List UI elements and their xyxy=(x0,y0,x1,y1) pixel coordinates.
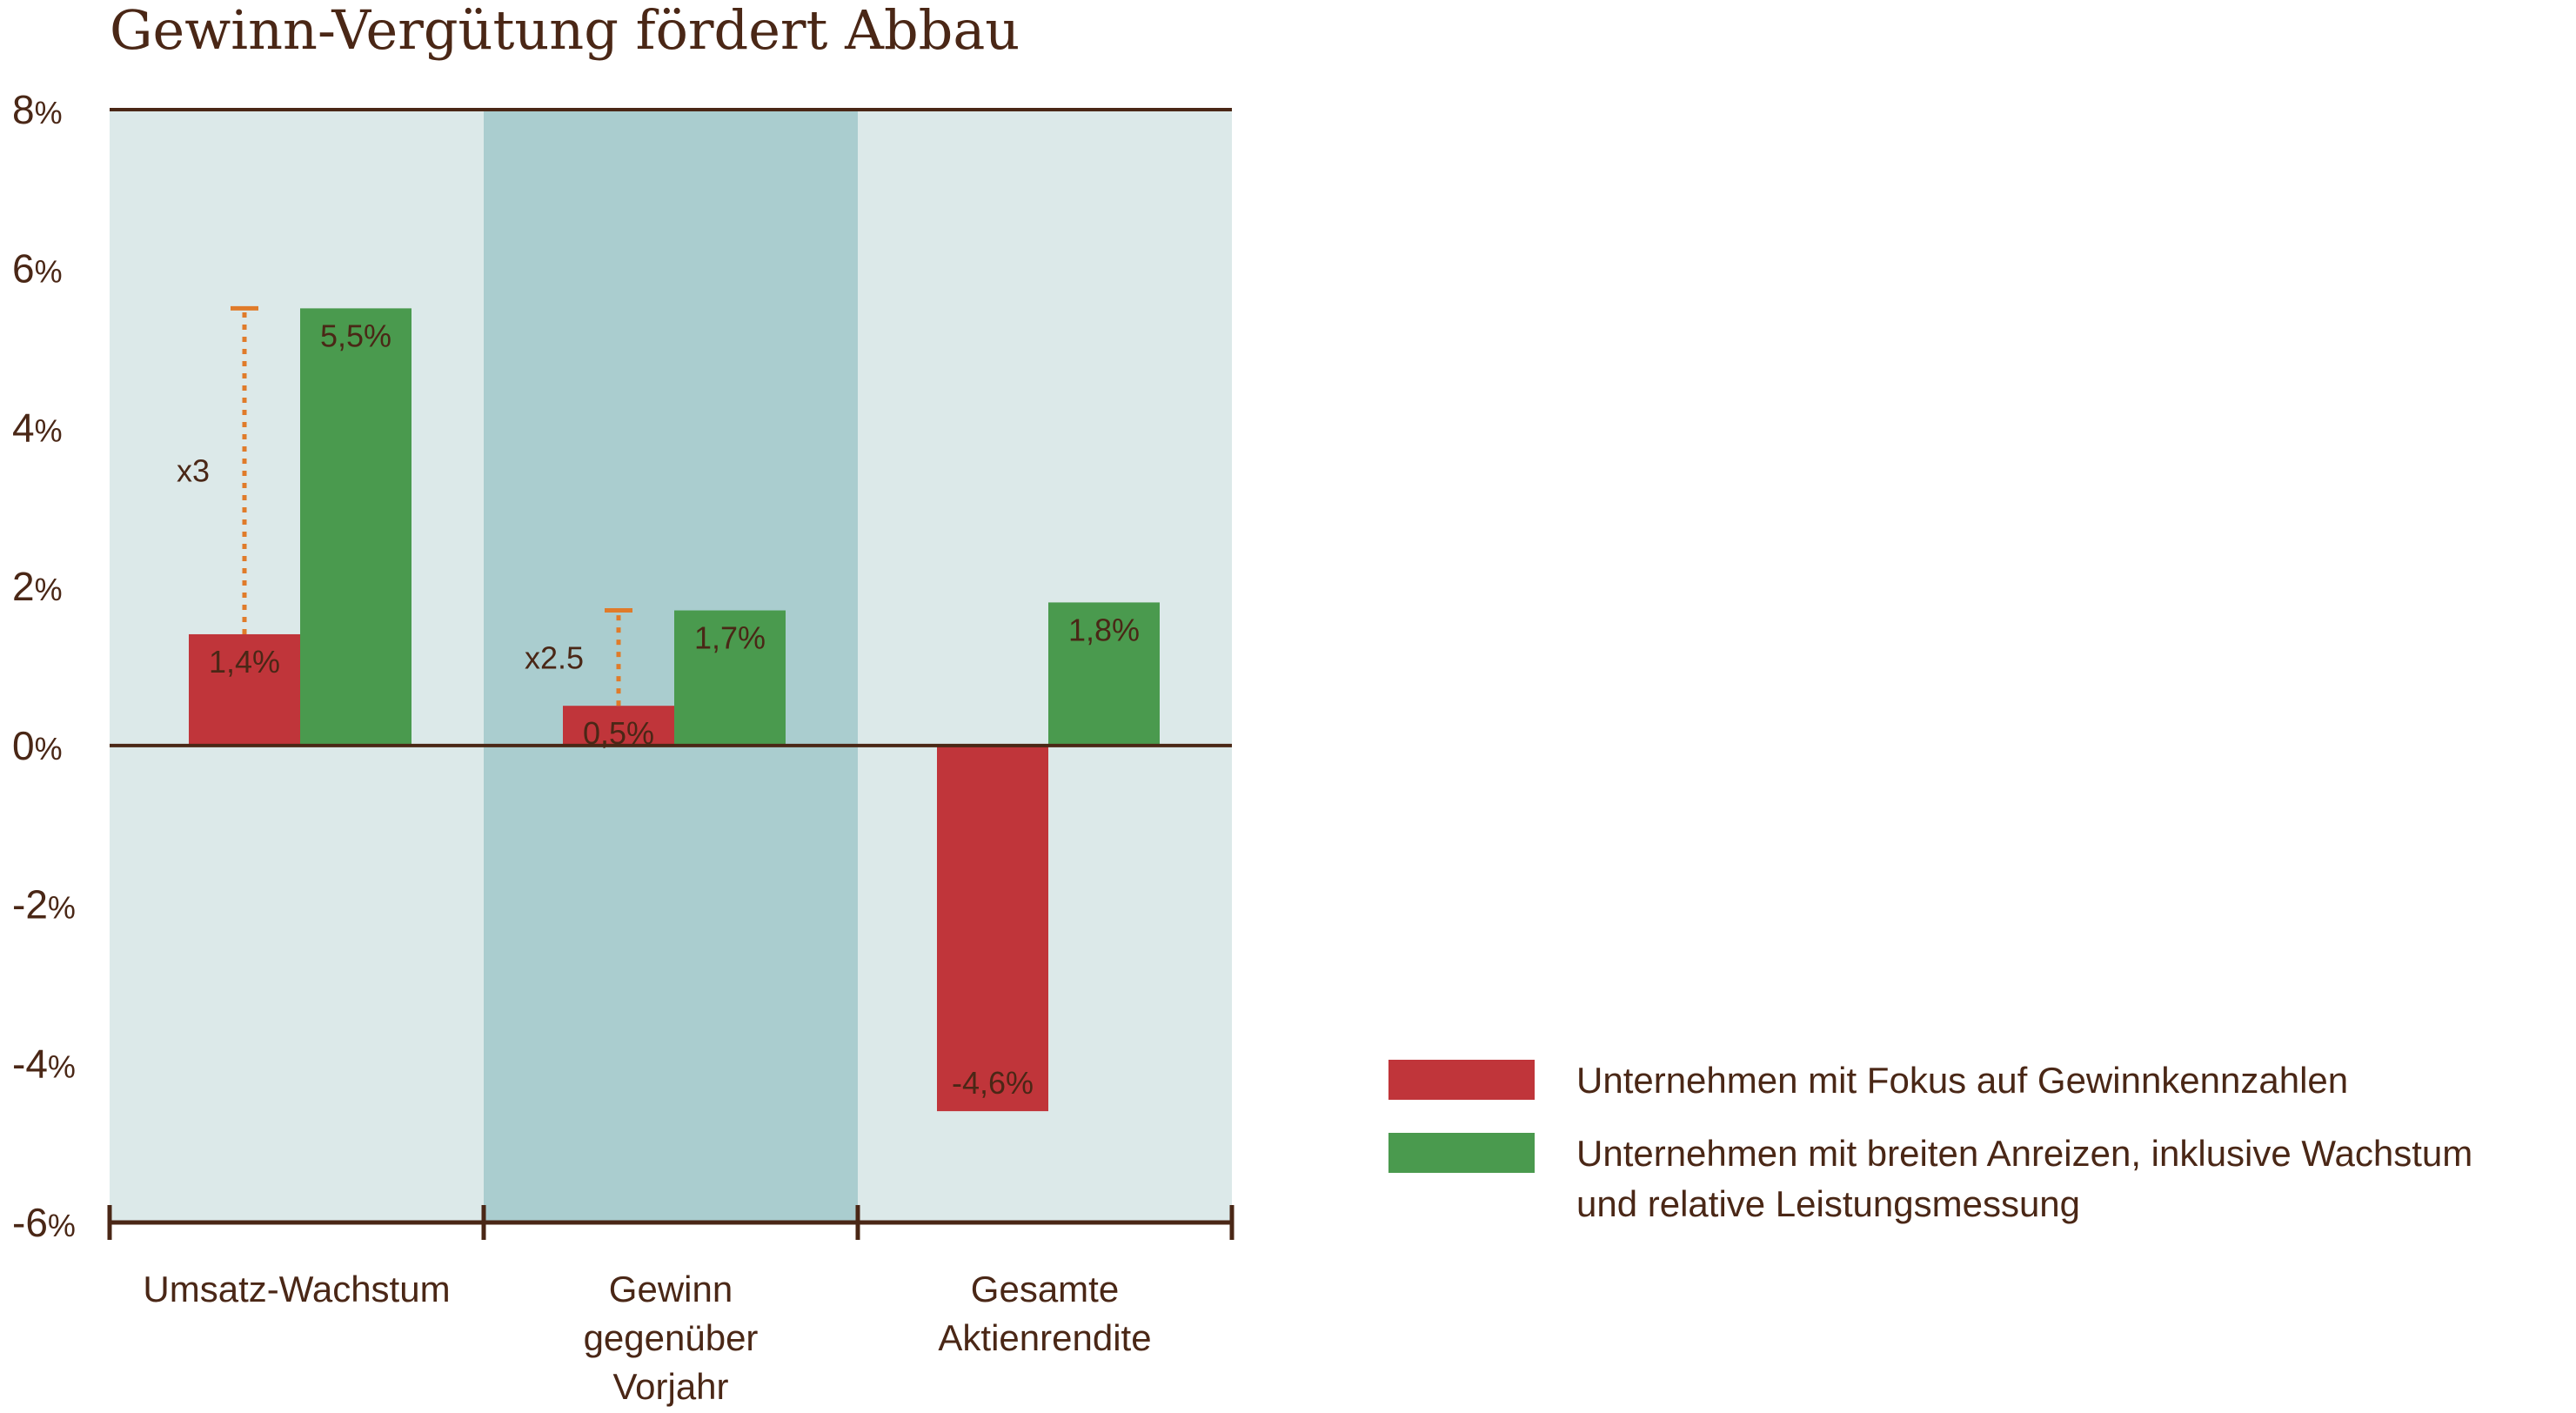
legend-swatch-1 xyxy=(1388,1133,1535,1173)
y-tick-label: -4% xyxy=(12,1041,76,1086)
data-label: 1,8% xyxy=(1068,612,1140,647)
data-label: -4,6% xyxy=(952,1065,1034,1101)
bar-series1-cat2 xyxy=(1048,602,1160,746)
axes xyxy=(107,108,1234,1240)
data-label: 1,7% xyxy=(694,620,766,656)
bar-series0-cat1 xyxy=(563,706,674,746)
annotation-label: x2.5 xyxy=(525,640,584,675)
y-tick-label: 2% xyxy=(12,564,63,609)
x-category-label: Umsatz-Wachstum xyxy=(143,1269,450,1309)
x-category-label: Gewinn gegenüber Vorjahr xyxy=(584,1269,759,1407)
y-tick-label: -2% xyxy=(12,882,76,927)
multiplier-annotations: x3 x2.5 xyxy=(177,305,632,706)
y-tick-label: 4% xyxy=(12,405,63,450)
bar-series0-cat2 xyxy=(937,745,1048,1112)
x-category-labels: Umsatz-Wachstum Gewinn gegenüber Vorjahr Ges… xyxy=(143,1269,1151,1407)
bar-series1-cat0 xyxy=(300,308,411,746)
legend-label-0: Unternehmen mit Fokus auf Gewinnkennzahl… xyxy=(1576,1060,2348,1101)
data-label: 5,5% xyxy=(320,318,391,353)
category-band-1 xyxy=(484,110,858,1222)
y-tick-label: 0% xyxy=(12,723,63,768)
x-category-label: Gesamte Aktienrendite xyxy=(938,1269,1151,1358)
data-label: 1,4% xyxy=(209,644,280,680)
annotation-label: x3 xyxy=(177,453,210,489)
legend: Unternehmen mit Fokus auf Gewinnkennzahl… xyxy=(1388,1060,2472,1224)
legend-label-1: Unternehmen mit breiten Anreizen, inklus… xyxy=(1576,1133,2472,1224)
legend-swatch-0 xyxy=(1388,1060,1535,1100)
y-tick-label: 8% xyxy=(12,87,63,132)
bars: 1,4%0,5%-4,6%5,5%1,7% 1,8% xyxy=(189,308,1160,1112)
bar-series1-cat1 xyxy=(674,610,786,746)
category-bands xyxy=(110,110,1232,1222)
chart-title: Gewinn-Vergütung fördert Abbau xyxy=(110,0,1020,62)
bar-series0-cat0 xyxy=(189,633,300,746)
y-tick-labels: 8% 6% 4% 2% 0% -2% -4% -6% xyxy=(12,87,76,1245)
y-tick-label: -6% xyxy=(12,1200,76,1245)
y-tick-label: 6% xyxy=(12,246,63,291)
